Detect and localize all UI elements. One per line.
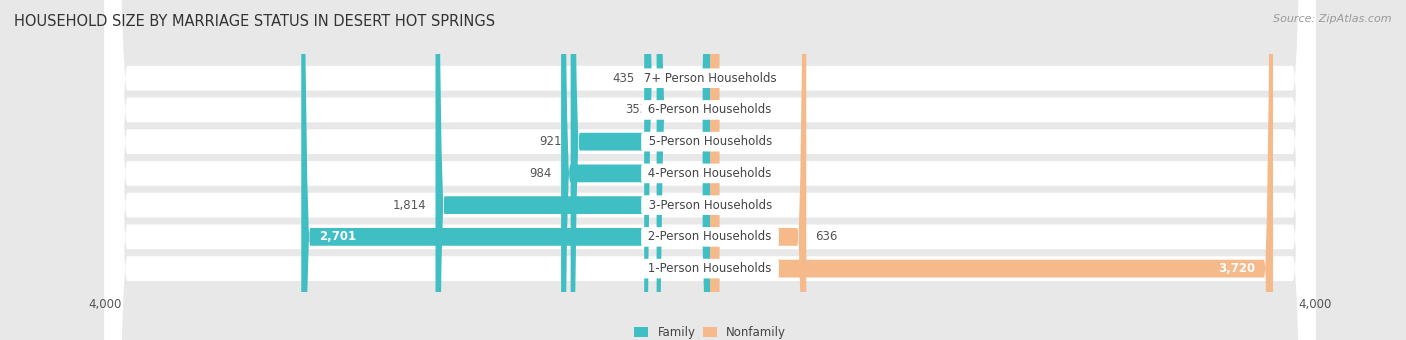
- Text: 3,720: 3,720: [1218, 262, 1256, 275]
- FancyBboxPatch shape: [104, 0, 1316, 340]
- FancyBboxPatch shape: [706, 0, 718, 340]
- Text: 1,814: 1,814: [392, 199, 426, 211]
- FancyBboxPatch shape: [561, 0, 710, 340]
- Text: 7+ Person Households: 7+ Person Households: [640, 72, 780, 85]
- Text: 4-Person Households: 4-Person Households: [644, 167, 776, 180]
- Text: 636: 636: [815, 231, 838, 243]
- FancyBboxPatch shape: [104, 0, 1316, 340]
- Legend: Family, Nonfamily: Family, Nonfamily: [634, 326, 786, 339]
- FancyBboxPatch shape: [301, 0, 710, 340]
- Text: HOUSEHOLD SIZE BY MARRIAGE STATUS IN DESERT HOT SPRINGS: HOUSEHOLD SIZE BY MARRIAGE STATUS IN DES…: [14, 14, 495, 29]
- FancyBboxPatch shape: [104, 0, 1316, 340]
- FancyBboxPatch shape: [710, 0, 720, 340]
- Text: 6-Person Households: 6-Person Households: [644, 103, 776, 116]
- FancyBboxPatch shape: [703, 0, 718, 340]
- Text: 435: 435: [613, 72, 636, 85]
- FancyBboxPatch shape: [104, 0, 1316, 340]
- Text: 984: 984: [530, 167, 553, 180]
- Text: 35: 35: [724, 167, 740, 180]
- Text: 63: 63: [728, 199, 744, 211]
- Text: 2-Person Households: 2-Person Households: [644, 231, 776, 243]
- Text: 921: 921: [538, 135, 561, 148]
- Text: Source: ZipAtlas.com: Source: ZipAtlas.com: [1274, 14, 1392, 23]
- Text: 353: 353: [626, 103, 648, 116]
- FancyBboxPatch shape: [571, 0, 710, 340]
- Text: 1-Person Households: 1-Person Households: [644, 262, 776, 275]
- Text: 5-Person Households: 5-Person Households: [644, 135, 776, 148]
- FancyBboxPatch shape: [104, 0, 1316, 340]
- FancyBboxPatch shape: [104, 0, 1316, 340]
- Text: 3-Person Households: 3-Person Households: [644, 199, 776, 211]
- Text: 2,701: 2,701: [319, 231, 357, 243]
- FancyBboxPatch shape: [644, 0, 710, 340]
- FancyBboxPatch shape: [657, 0, 710, 340]
- FancyBboxPatch shape: [710, 0, 1272, 340]
- FancyBboxPatch shape: [436, 0, 710, 340]
- FancyBboxPatch shape: [104, 0, 1316, 340]
- FancyBboxPatch shape: [710, 0, 806, 340]
- Text: 10: 10: [721, 135, 735, 148]
